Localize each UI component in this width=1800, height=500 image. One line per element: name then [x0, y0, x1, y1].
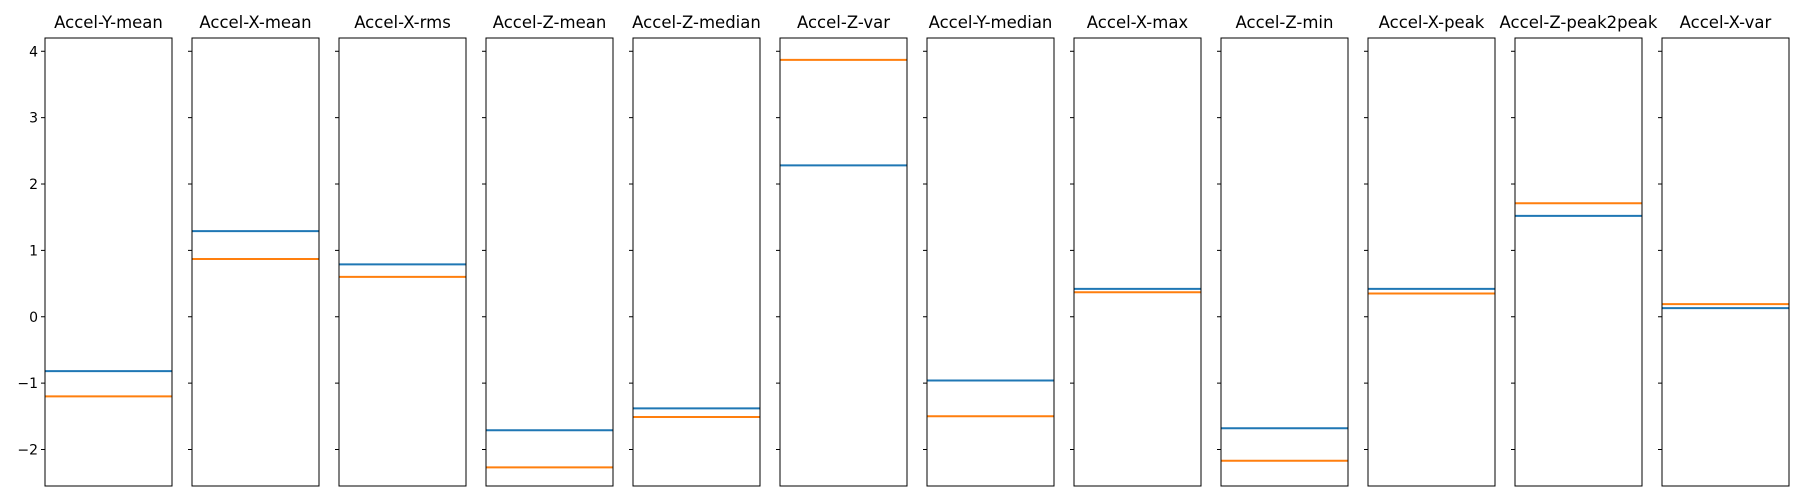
panel-title: Accel-X-peak: [1379, 13, 1485, 32]
panel-frame: [632, 37, 761, 487]
panel-frame: [485, 37, 614, 487]
y-tick-label: −1: [17, 376, 38, 392]
panel-title: Accel-Z-min: [1236, 13, 1334, 32]
panel: Accel-Y-mean: [41, 13, 173, 487]
panel: Accel-Z-median: [629, 13, 761, 487]
panel-title: Accel-Z-var: [797, 13, 890, 32]
panel-frame: [1514, 37, 1643, 487]
panel-title: Accel-Y-median: [929, 13, 1053, 32]
panel-frame: [338, 37, 467, 487]
panel-frame: [926, 37, 1055, 487]
y-tick-label: 4: [29, 44, 38, 60]
panel-frame: [1661, 37, 1790, 487]
panel-frame: [1367, 37, 1496, 487]
panel: Accel-Z-peak2peak: [1500, 13, 1658, 487]
panel: Accel-X-rms: [335, 13, 467, 487]
panel-title: Accel-Z-mean: [493, 13, 607, 32]
y-tick-label: 0: [29, 310, 38, 326]
panel-title: Accel-Z-median: [632, 13, 761, 32]
y-tick-label: −2: [17, 442, 38, 458]
panel: Accel-X-peak: [1364, 13, 1496, 487]
panel: Accel-Z-mean: [482, 13, 614, 487]
panel: Accel-Z-min: [1217, 13, 1349, 487]
y-tick-label: 1: [29, 243, 38, 259]
panel-title: Accel-X-max: [1087, 13, 1189, 32]
panel: Accel-X-var: [1658, 13, 1790, 487]
panel: Accel-X-max: [1070, 13, 1202, 487]
panel-frame: [1220, 37, 1349, 487]
panel-frame: [779, 37, 908, 487]
panel: Accel-Z-var: [776, 13, 908, 487]
panel-title: Accel-X-var: [1680, 13, 1772, 32]
panel: Accel-X-mean: [188, 13, 320, 487]
panel: Accel-Y-median: [923, 13, 1055, 487]
y-tick-label: 2: [29, 177, 38, 193]
panel-title: Accel-Z-peak2peak: [1500, 13, 1658, 32]
panel-frame: [44, 37, 173, 487]
panel-title: Accel-Y-mean: [54, 13, 163, 32]
y-tick-label: 3: [29, 111, 38, 127]
panel-frame: [191, 37, 320, 487]
panel-title: Accel-X-mean: [199, 13, 311, 32]
panel-title: Accel-X-rms: [354, 13, 451, 32]
panel-frame: [1073, 37, 1202, 487]
